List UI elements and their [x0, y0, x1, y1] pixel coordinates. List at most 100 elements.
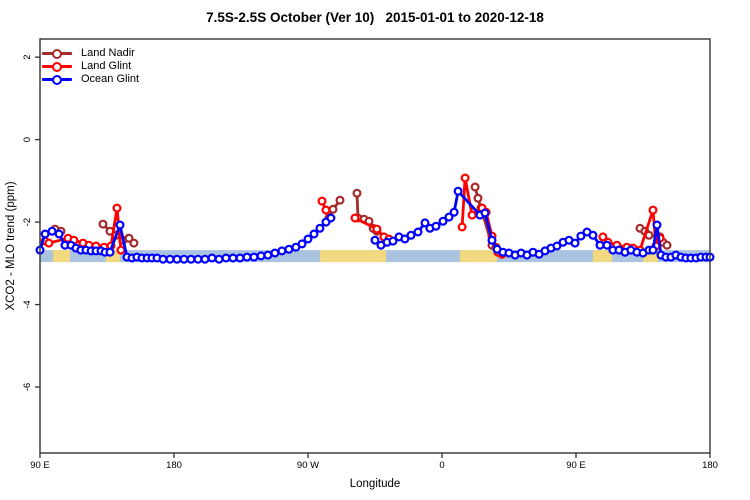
data-point-ocean-glint: [431, 221, 441, 231]
data-point-land-glint: [350, 213, 360, 223]
data-point-land-nadir: [124, 233, 134, 243]
data-point-ocean-glint: [228, 253, 238, 263]
y-tick-label: -2: [22, 218, 33, 226]
data-point-land-glint: [317, 196, 327, 206]
x-tick-label: 180: [702, 460, 718, 471]
land-nadir-line-marker-icon: [42, 47, 72, 60]
land-strip-segment: [592, 250, 613, 263]
data-point-ocean-glint: [552, 241, 562, 251]
data-point-ocean-glint: [40, 229, 50, 239]
x-tick-label: 90 E: [566, 460, 586, 471]
data-point-ocean-glint: [179, 254, 189, 264]
data-point-land-nadir: [328, 204, 338, 214]
data-point-ocean-glint: [588, 230, 598, 240]
data-point-land-nadir: [98, 219, 108, 229]
data-point-ocean-glint: [284, 244, 294, 254]
legend-label: Land Glint: [81, 60, 132, 72]
x-tick-label: 90 W: [297, 460, 319, 471]
data-point-ocean-glint: [277, 246, 287, 256]
data-point-ocean-glint: [487, 235, 497, 245]
data-point-land-glint: [457, 222, 467, 232]
data-point-ocean-glint: [309, 229, 319, 239]
data-point-ocean-glint: [186, 254, 196, 264]
data-point-ocean-glint: [453, 186, 463, 196]
data-point-land-nadir: [473, 193, 483, 203]
data-point-ocean-glint: [263, 250, 273, 260]
data-point-ocean-glint: [400, 234, 410, 244]
data-point-ocean-glint: [413, 227, 423, 237]
data-point-land-glint: [467, 210, 477, 220]
data-point-ocean-glint: [249, 252, 259, 262]
data-point-land-glint: [648, 205, 658, 215]
data-point-ocean-glint: [193, 254, 203, 264]
data-point-ocean-glint: [570, 238, 580, 248]
data-point-ocean-glint: [270, 248, 280, 258]
data-point-ocean-glint: [115, 220, 125, 230]
data-point-land-nadir: [662, 240, 672, 250]
data-point-ocean-glint: [242, 252, 252, 262]
chart-title: 7.5S-2.5S October (Ver 10) 2015-01-01 to…: [206, 10, 544, 25]
data-point-ocean-glint: [214, 254, 224, 264]
data-point-land-glint: [112, 203, 122, 213]
land-glint-line-marker-icon: [42, 60, 72, 73]
data-point-land-glint: [321, 205, 331, 215]
land-strip-segment: [643, 250, 659, 263]
data-point-land-nadir: [470, 182, 480, 192]
x-tick-label: 180: [166, 460, 182, 471]
x-tick-label: 0: [439, 460, 444, 471]
data-point-ocean-glint: [406, 230, 416, 240]
data-point-ocean-glint: [54, 229, 64, 239]
data-point-ocean-glint: [158, 254, 168, 264]
data-point-ocean-glint: [652, 220, 662, 230]
data-point-ocean-glint: [47, 226, 57, 236]
data-point-land-glint: [460, 173, 470, 183]
land-strip-segment: [52, 250, 70, 263]
data-point-ocean-glint: [444, 212, 454, 222]
data-point-ocean-glint: [297, 239, 307, 249]
data-point-ocean-glint: [602, 240, 612, 250]
data-point-land-glint: [372, 224, 382, 234]
x-tick-label: 90 E: [30, 460, 50, 471]
legend-item-land-glint: Land Glint: [42, 60, 139, 73]
y-tick-label: -6: [22, 383, 33, 391]
data-point-ocean-glint: [370, 235, 380, 245]
data-point-ocean-glint: [172, 254, 182, 264]
y-tick-label: -4: [22, 300, 33, 308]
data-point-ocean-glint: [648, 245, 658, 255]
data-point-ocean-glint: [105, 247, 115, 257]
data-point-land-nadir: [129, 238, 139, 248]
y-tick-label: 2: [22, 54, 33, 59]
land-strip-segment: [105, 250, 120, 263]
data-point-land-glint: [44, 238, 54, 248]
data-point-land-nadir: [335, 195, 345, 205]
data-point-ocean-glint: [303, 234, 313, 244]
data-point-ocean-glint: [438, 216, 448, 226]
data-point-ocean-glint: [576, 231, 586, 241]
legend: Land Nadir Land Glint Ocean Glint: [42, 47, 139, 86]
legend-label: Ocean Glint: [81, 73, 140, 85]
data-point-ocean-glint: [221, 253, 231, 263]
data-point-ocean-glint: [449, 207, 459, 217]
data-point-ocean-glint: [207, 253, 217, 263]
plot-area: 90 E 180 90 W 0 90 E 180 2 0 -2 -4 -6: [22, 38, 718, 471]
data-point-ocean-glint: [326, 213, 336, 223]
y-tick-label: 0: [22, 137, 33, 142]
data-point-ocean-glint: [256, 251, 266, 261]
data-point-ocean-glint: [595, 240, 605, 250]
plot-border: [39, 38, 711, 454]
data-point-ocean-glint: [165, 254, 175, 264]
data-point-ocean-glint: [420, 218, 430, 228]
data-point-ocean-glint: [315, 223, 325, 233]
legend-item-land-nadir: Land Nadir: [42, 47, 139, 60]
data-point-land-glint: [598, 232, 608, 242]
data-point-ocean-glint: [388, 236, 398, 246]
data-point-land-glint: [116, 245, 126, 255]
data-point-ocean-glint: [480, 208, 490, 218]
data-point-ocean-glint: [235, 253, 245, 263]
x-axis-title: Longitude: [350, 478, 401, 490]
data-point-land-nadir: [352, 188, 362, 198]
legend-label: Land Nadir: [81, 47, 135, 59]
y-axis-title: XCO2 - MLO trend (ppm): [5, 181, 17, 310]
ocean-glint-line-marker-icon: [42, 73, 72, 86]
